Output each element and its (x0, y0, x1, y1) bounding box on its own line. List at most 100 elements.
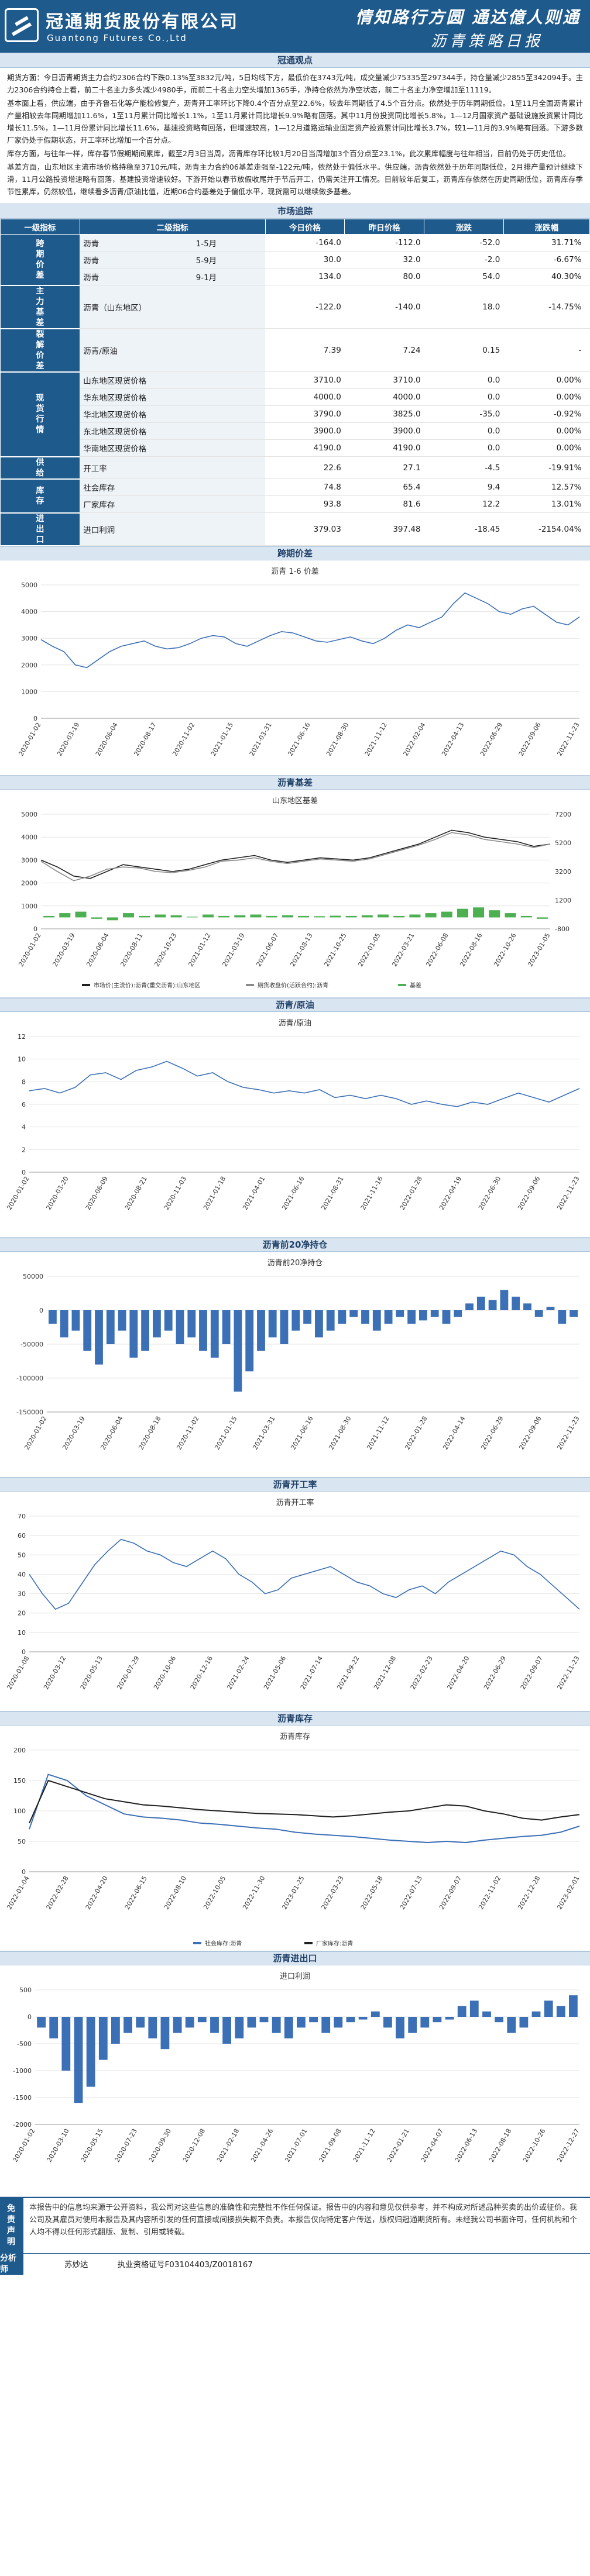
position-bar (129, 1310, 138, 1358)
y-tick-label: 6 (22, 1101, 26, 1108)
y-tick-label: 10 (18, 1055, 26, 1063)
x-tick-label: 2020-08-21 (124, 1175, 149, 1211)
x-tick-label: 2021-12-08 (372, 1655, 397, 1691)
col-header: 一级指标 (0, 219, 80, 235)
table-row: 厂家库存 93.8 81.6 12.2 13.01% (1, 495, 590, 513)
y-tick-label: 0 (33, 925, 37, 933)
x-tick-label: 2022-06-15 (124, 1875, 149, 1911)
x-tick-label: 2022-07-13 (399, 1875, 424, 1911)
position-bar (534, 1310, 543, 1317)
y-tick-label: 0 (22, 1868, 26, 1876)
x-tick-label: 2020-03-19 (56, 721, 81, 757)
import-profit-bar (383, 2016, 392, 2027)
operating-chart: 0 10 20 30 40 50 60 70 2020-01-08 2020-03-12 2020-… (5, 1513, 581, 1691)
import-profit-bar (396, 2016, 404, 2038)
change-pct: 40.30% (503, 268, 590, 285)
yesterday-price: 3710.0 (344, 371, 424, 389)
today-price: 134.0 (265, 268, 345, 285)
basis-bar (123, 912, 134, 917)
x-tick-label: 2021-11-16 (359, 1175, 385, 1211)
y-tick-label: 200 (13, 1747, 26, 1754)
x-tick-label: 2020-01-02 (11, 2127, 36, 2164)
position-bar (245, 1310, 254, 1371)
x-tick-label: 2020-05-15 (80, 2127, 105, 2164)
company-slogan: 情知路行方圆 通达億人则通 (355, 8, 581, 27)
x-tick-label: 2022-08-18 (488, 2127, 513, 2164)
table-row: 现货行情 山东地区现货价格 3710.0 3710.0 0.0 0.00% (0, 371, 590, 457)
x-tick-label: 2022-04-20 (84, 1875, 109, 1911)
x-tick-label: 2022-11-23 (555, 1175, 581, 1211)
category-cell: 供给 (0, 456, 80, 480)
table-row: 华南地区现货价格 4190.0 4190.0 0.0 0.00% (1, 439, 590, 457)
x-tick-label: 2020-06-09 (84, 1175, 109, 1211)
import-profit-bar (86, 2016, 95, 2087)
company-name-cn: 冠通期货股份有限公司 (46, 12, 239, 32)
category-label: 供给 (36, 457, 44, 478)
y-tick-label: 2 (22, 1146, 26, 1153)
y-tick-label: 2000 (21, 879, 37, 887)
table-row: 裂解价差 沥青/原油 7.39 7.24 0.15- (0, 328, 590, 373)
category-label: 裂解价差 (36, 329, 44, 371)
x-tick-label: 2022-06-13 (454, 2127, 479, 2164)
import-profit-bar (445, 2016, 454, 2020)
change-pct: 31.71% (503, 234, 590, 252)
col-header: 涨跌 (424, 219, 504, 235)
yesterday-price: 65.4 (344, 478, 424, 496)
indicator-sub (192, 478, 266, 496)
indicator-name: 华北地区现货价格 (80, 405, 193, 423)
position-chart: -150000 -100000 -50000 0 50000 2020-01-02 2020… (16, 1273, 581, 1451)
inventory-chart-subtitle: 沥青库存 (279, 1732, 310, 1741)
change-value: -35.0 (424, 405, 504, 423)
change-pct: 0.00% (503, 439, 590, 457)
category-label: 现货行情 (36, 394, 44, 435)
basis-bar (139, 915, 150, 917)
y-tick-label: 500 (19, 1986, 32, 1994)
indicator-name: 华东地区现货价格 (80, 388, 193, 406)
category-cell: 主力基差 (0, 285, 80, 329)
viewpoint-title: 冠通观点 (0, 53, 590, 68)
change-value: -4.5 (424, 456, 504, 479)
change-value: 9.4 (424, 478, 504, 496)
position-bar (384, 1310, 393, 1324)
x-tick-label: 2020-07-23 (114, 2127, 139, 2164)
y-tick-label: 3000 (21, 635, 37, 642)
y-tick-label: 100 (13, 1807, 26, 1815)
operating-chart-block: 沥青开工率 沥青开工率 0 10 20 30 40 50 60 70 2020-01-08 202… (0, 1477, 590, 1711)
import-profit-bar (507, 2016, 516, 2033)
import-profit-bar (309, 2016, 318, 2022)
x-tick-label: 2021-02-18 (215, 2127, 241, 2164)
y-tick-label: 5000 (21, 581, 37, 589)
basis-bar (409, 914, 421, 917)
indicator-sub (192, 456, 266, 479)
position-bar (268, 1310, 277, 1337)
change-pct: 12.57% (503, 478, 590, 496)
x-tick-label: 2022-11-23 (555, 721, 581, 757)
basis-bar (314, 915, 325, 917)
position-bar (407, 1310, 416, 1324)
ratio-line (29, 1060, 580, 1107)
y-tick-label: 50 (18, 1551, 26, 1559)
y-tick-label: -1000 (13, 2067, 32, 2075)
y-tick-label: 50 (18, 1838, 26, 1845)
position-bar (210, 1310, 219, 1358)
x-tick-label: 2021-04-01 (241, 1175, 266, 1211)
indicator-name: 东北地区现货价格 (80, 422, 193, 440)
x-tick-label: 2020-08-11 (119, 932, 144, 968)
change-pct: 13.01% (503, 495, 590, 513)
indicator-sub (192, 439, 266, 457)
yesterday-price: 27.1 (344, 456, 424, 479)
x-tick-label: 2022-03-21 (390, 932, 416, 968)
basis-chart-subtitle: 山东地区基差 (272, 796, 318, 805)
ratio-chart: 0 2 4 6 8 10 12 2020-01-02 2020-03-20 2020-06-09 2… (5, 1033, 581, 1211)
x-tick-label: 2022-02-23 (409, 1655, 434, 1691)
change-pct: -6.67% (503, 251, 590, 268)
import-profit-bar (222, 2016, 231, 2044)
ratio-chart-block: 沥青/原油 沥青/原油 0 2 4 6 8 10 12 2020-01-02 2020-03-2… (0, 997, 590, 1238)
import-profit-bar (334, 2016, 343, 2027)
position-bar (570, 1310, 578, 1317)
x-tick-label: 2020-01-02 (5, 1175, 30, 1211)
position-bar (106, 1310, 115, 1344)
x-tick-label: 2021-02-24 (225, 1655, 251, 1691)
x-tick-label: 2022-02-28 (45, 1875, 70, 1911)
market-table-header: 一级指标 二级指标 今日价格 昨日价格 涨跌 涨跌幅 (0, 219, 590, 235)
